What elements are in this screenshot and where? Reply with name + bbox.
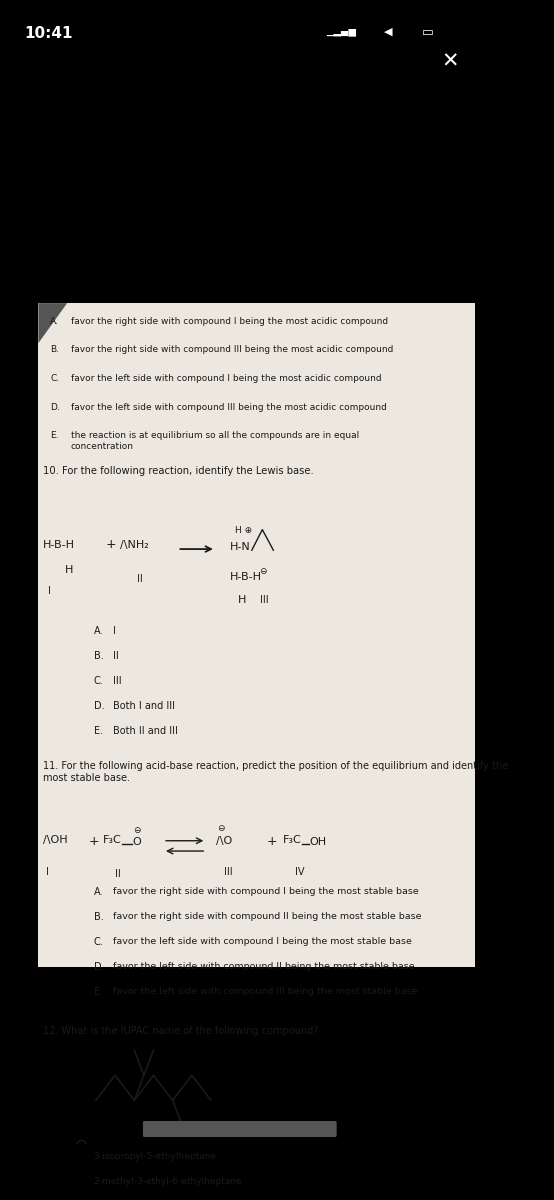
Text: /\NH₂: /\NH₂ [120, 540, 148, 550]
Text: I: I [45, 868, 48, 877]
Text: II: II [112, 650, 119, 661]
Text: O: O [132, 838, 141, 847]
FancyBboxPatch shape [143, 1121, 337, 1138]
Text: III: III [260, 595, 269, 605]
Text: III: III [112, 676, 121, 686]
Text: ⊖: ⊖ [217, 823, 224, 833]
Text: favor the left side with compound I being the most acidic compound: favor the left side with compound I bein… [71, 374, 382, 383]
Text: ⊖: ⊖ [133, 826, 140, 835]
Text: B.: B. [50, 346, 59, 354]
Text: C.: C. [94, 676, 103, 686]
Text: IV: IV [295, 868, 305, 877]
Bar [0, 966, 480, 1144]
Text: 3-isopropyl-5-ethylheptane: 3-isopropyl-5-ethylheptane [94, 1152, 217, 1160]
Text: E.: E. [50, 431, 59, 440]
Text: F₃C: F₃C [283, 835, 302, 845]
Text: C.: C. [94, 937, 103, 947]
Text: H-B-H: H-B-H [230, 572, 262, 582]
Polygon shape [38, 304, 67, 343]
Bar [38, 304, 475, 966]
Text: D.: D. [50, 403, 60, 412]
Text: favor the left side with compound III being the most acidic compound: favor the left side with compound III be… [71, 403, 387, 412]
Text: B.: B. [94, 912, 103, 922]
Text: C.: C. [50, 374, 59, 383]
Text: favor the left side with compound I being the most stable base: favor the left side with compound I bein… [112, 937, 412, 946]
Text: /\OH: /\OH [43, 835, 68, 845]
Text: ▭: ▭ [422, 26, 434, 40]
Text: Both I and III: Both I and III [112, 701, 175, 712]
Text: ⊖: ⊖ [259, 568, 266, 576]
Text: ◀: ◀ [384, 26, 392, 36]
Text: 12. What is the IUPAC name of the following compound?: 12. What is the IUPAC name of the follow… [43, 1026, 319, 1036]
Text: 10. For the following reaction, identify the Lewis base.: 10. For the following reaction, identify… [43, 466, 314, 475]
Text: favor the right side with compound II being the most stable base: favor the right side with compound II be… [112, 912, 421, 920]
Text: ✕: ✕ [441, 52, 459, 72]
Text: H ⊕: H ⊕ [235, 526, 252, 535]
Text: I: I [112, 625, 116, 636]
Text: favor the right side with compound I being the most stable base: favor the right side with compound I bei… [112, 887, 418, 895]
Text: +: + [89, 835, 99, 848]
Text: B.: B. [94, 650, 103, 661]
Text: favor the right side with compound I being the most acidic compound: favor the right side with compound I bei… [71, 317, 388, 326]
Text: H: H [65, 565, 73, 575]
Text: D.: D. [94, 701, 104, 712]
Text: favor the right side with compound III being the most acidic compound: favor the right side with compound III b… [71, 346, 393, 354]
Text: 11. For the following acid-base reaction, predict the position of the equilibriu: 11. For the following acid-base reaction… [43, 761, 508, 784]
Text: H: H [238, 595, 246, 605]
Text: the reaction is at equilibrium so all the compounds are in equal
concentration: the reaction is at equilibrium so all th… [71, 431, 359, 451]
Text: /\O: /\O [216, 836, 232, 846]
Text: II: II [115, 869, 121, 880]
Text: +: + [266, 835, 277, 848]
Text: 2-methyl-3-ethyl-6-ethylheptane: 2-methyl-3-ethyl-6-ethylheptane [94, 1177, 242, 1186]
Text: +: + [105, 538, 116, 551]
Text: Both II and III: Both II and III [112, 726, 178, 737]
Text: H-B-H: H-B-H [43, 540, 75, 550]
Text: D.: D. [94, 962, 104, 972]
Text: favor the left side with compound II being the most stable base: favor the left side with compound II bei… [112, 962, 414, 971]
Text: A.: A. [94, 887, 103, 896]
Text: E.: E. [94, 988, 102, 997]
Text: II: II [137, 575, 142, 584]
Text: E.: E. [94, 726, 102, 737]
Text: H-N: H-N [230, 542, 251, 552]
Text: F₃C: F₃C [103, 835, 122, 845]
Text: ▁▂▄▆: ▁▂▄▆ [326, 26, 356, 36]
Text: OH: OH [309, 838, 326, 847]
Text: A.: A. [94, 625, 103, 636]
Text: III: III [224, 868, 233, 877]
Text: A.: A. [50, 317, 59, 326]
Text: I: I [48, 586, 51, 595]
Text: favor the left side with compound III being the most stable base: favor the left side with compound III be… [112, 988, 417, 996]
Text: 10:41: 10:41 [24, 26, 73, 41]
